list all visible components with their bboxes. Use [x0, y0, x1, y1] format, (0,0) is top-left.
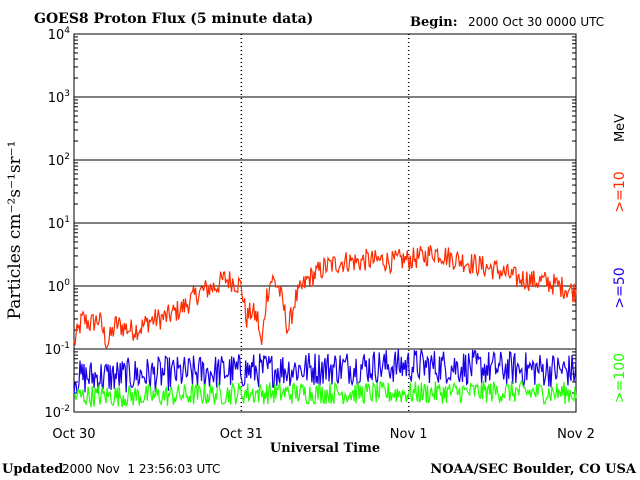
footer-credit: NOAA/SEC Boulder, CO USA [430, 462, 637, 477]
begin-label: Begin: [410, 15, 458, 30]
x-tick-label: Oct 30 [52, 427, 95, 442]
series-line-0 [73, 245, 577, 349]
y-tick-label: 100 [48, 278, 71, 295]
y-tick-label: 10-1 [44, 341, 70, 358]
chart-title: GOES8 Proton Flux (5 minute data) [34, 11, 313, 27]
y-tick-label: 101 [48, 215, 70, 232]
legend-unit: MeV [613, 114, 628, 142]
x-tick-label: Nov 1 [390, 427, 428, 442]
y-axis-label: Particles cm⁻²s⁻¹sr⁻¹ [5, 141, 25, 320]
x-tick-label: Oct 31 [220, 427, 263, 442]
series-line-2 [73, 379, 577, 408]
y-tick-label: 102 [48, 152, 70, 169]
x-tick-labels: Oct 30 Oct 31 Nov 1 Nov 2 [52, 427, 594, 442]
legend-series-100: >=100 [612, 353, 628, 403]
legend-series-50: >=50 [612, 267, 628, 308]
legend-series-10: >=10 [612, 171, 628, 212]
y-tick-label: 103 [48, 89, 70, 106]
begin-value: 2000 Oct 30 0000 UTC [468, 15, 604, 29]
y-tick-label: 104 [48, 26, 71, 43]
y-tick-labels: 104 103 102 101 100 10-1 10-2 [44, 26, 70, 421]
updated-label: Updated [2, 462, 63, 477]
series-layer [73, 245, 577, 408]
updated-value: 2000 Nov 1 23:56:03 UTC [62, 462, 220, 476]
x-tick-label: Nov 2 [557, 427, 595, 442]
series-line-1 [73, 348, 577, 395]
x-axis-label: Universal Time [270, 441, 380, 456]
y-tick-label: 10-2 [44, 404, 70, 421]
